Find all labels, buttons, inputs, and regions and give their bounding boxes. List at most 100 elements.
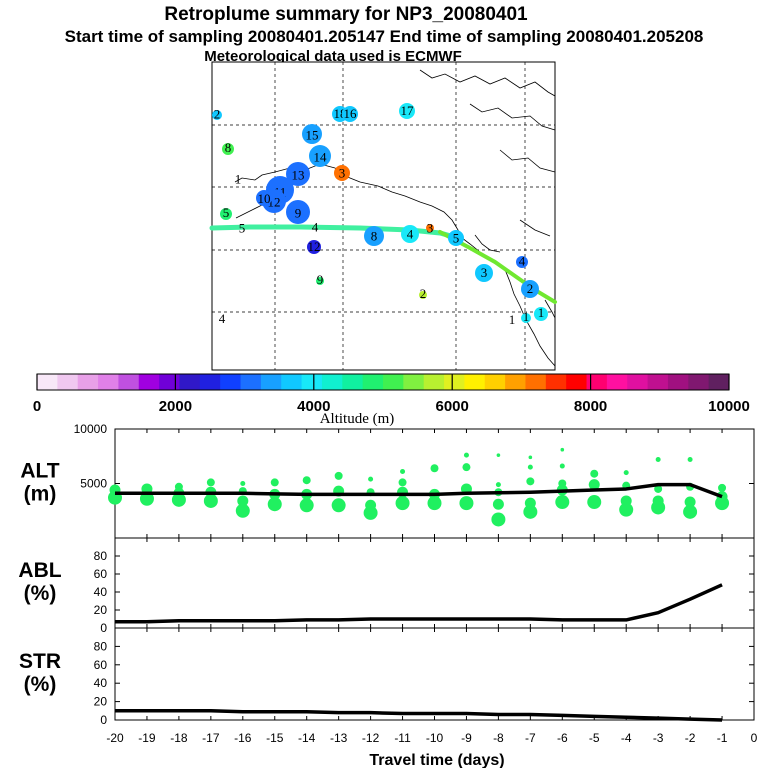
map-cluster-dot [364, 226, 384, 246]
altitude-marker [496, 453, 501, 457]
colorbar-cell [362, 374, 384, 390]
map-cluster-label: 1 [509, 312, 516, 327]
colorbar-cell [220, 374, 242, 390]
colorbar-cell [37, 374, 58, 390]
altitude-marker [235, 503, 250, 518]
x-tick-label: -18 [170, 731, 188, 745]
colorbar-axis-label: Altitude (m) [320, 411, 395, 427]
colorbar-tick-label: 4000 [297, 398, 330, 415]
y-axis-title: ALT [20, 460, 59, 483]
colorbar-cell [77, 374, 99, 390]
altitude-marker [334, 471, 343, 480]
map-cluster-dot [426, 224, 434, 232]
title-line-2: Start time of sampling 20080401.205147 E… [65, 27, 704, 46]
time-series-panels: 500010000ALT(m)020406080ABL(%)020406080S… [18, 422, 757, 768]
y-tick-label: 20 [94, 695, 108, 709]
colorbar-cell [708, 374, 730, 390]
altitude-marker [558, 479, 567, 488]
altitude-marker [302, 476, 311, 485]
altitude-marker [623, 470, 629, 476]
map-cluster-label: 8 [225, 140, 232, 155]
map-cluster-label: 5 [453, 231, 460, 246]
x-tick-label: -2 [685, 731, 696, 745]
map-cluster: 1 [235, 172, 242, 187]
map-cluster-dot [286, 200, 310, 224]
x-tick-label: -16 [234, 731, 252, 745]
colorbar-cell [342, 374, 364, 390]
map-cluster: 1 [509, 312, 516, 327]
map-cluster: 4 [312, 219, 319, 234]
colorbar-tick-label: 10000 [708, 398, 750, 415]
y-axis-title: STR [19, 650, 61, 673]
map-cluster-dot [212, 110, 222, 120]
map-cluster-dot [302, 124, 322, 144]
map-cluster-label: 3 [481, 265, 488, 280]
altitude-marker [299, 498, 314, 513]
map-cluster-label: 4 [219, 311, 226, 326]
altitude-marker [526, 477, 535, 486]
y-tick-label: 80 [94, 639, 108, 653]
colorbar-cells [37, 374, 730, 390]
altitude-marker [206, 478, 215, 487]
altitude-marker [365, 499, 377, 511]
y-tick-label: 0 [100, 621, 107, 635]
map-cluster-dot [342, 106, 358, 122]
map-cluster: 16 [342, 106, 358, 122]
map-cluster-label: 1 [538, 305, 545, 320]
panel-frame [114, 627, 755, 721]
colorbar-cell [281, 374, 303, 390]
altitude-marker [528, 455, 533, 460]
y-tick-label: 10000 [74, 422, 108, 436]
x-tick-label: -5 [589, 731, 600, 745]
map-cluster-label: 2 [420, 286, 427, 301]
x-tick-label: -12 [362, 731, 380, 745]
series-line [115, 709, 723, 722]
colorbar: 0 2000 4000 6000 8000 10000 Altitude (m) [33, 373, 750, 427]
colorbar-cell [199, 374, 221, 390]
colorbar-cell [159, 374, 180, 390]
map-cluster-label: 2 [214, 107, 221, 122]
map-cluster-label: 4 [519, 254, 526, 269]
map-cluster-label: 5 [223, 205, 230, 220]
map-cluster-label: 16 [344, 106, 358, 121]
map-cluster-dot [286, 162, 310, 186]
map-frame [211, 61, 556, 371]
map-cluster-dot [399, 103, 415, 119]
altitude-marker [400, 469, 406, 475]
x-tick-label: -19 [138, 731, 156, 745]
map-cluster-label: 4 [407, 227, 414, 242]
map-cluster: 5 [239, 221, 246, 236]
colorbar-cell [566, 374, 588, 390]
altitude-marker [687, 457, 693, 463]
altitude-marker [174, 482, 183, 491]
altitude-marker [331, 498, 346, 513]
x-tick-label: -6 [557, 731, 568, 745]
x-tick-label: -13 [330, 731, 348, 745]
y-axis-unit: (%) [24, 582, 57, 605]
map-cluster-dot [307, 240, 321, 254]
colorbar-tick-label: 6000 [436, 398, 469, 415]
x-tick-label: -4 [621, 731, 632, 745]
altitude-marker [652, 495, 664, 507]
altitude-marker [620, 495, 632, 507]
y-tick-label: 60 [94, 567, 108, 581]
map-cluster: 4 [219, 311, 226, 326]
map-cluster-label: 10 [258, 191, 271, 206]
map-cluster: 3 [334, 165, 350, 181]
map-cluster-label: 1 [523, 309, 530, 324]
colorbar-cell [403, 374, 425, 390]
x-tick-label: -20 [106, 731, 124, 745]
map-cluster-dot [316, 277, 324, 285]
map-cluster-label: 17 [401, 103, 415, 118]
map-cluster-dot [401, 225, 419, 243]
map-cluster-label: 9 [295, 206, 302, 221]
map-cluster-dot [222, 143, 234, 155]
altitude-marker [463, 452, 469, 458]
x-axis-label: Travel time (days) [369, 752, 504, 768]
colorbar-cell [545, 374, 567, 390]
x-tick-label: -7 [525, 731, 536, 745]
map-cluster: 9 [316, 272, 324, 287]
x-tick-label: -11 [394, 731, 411, 745]
colorbar-cell [606, 374, 628, 390]
